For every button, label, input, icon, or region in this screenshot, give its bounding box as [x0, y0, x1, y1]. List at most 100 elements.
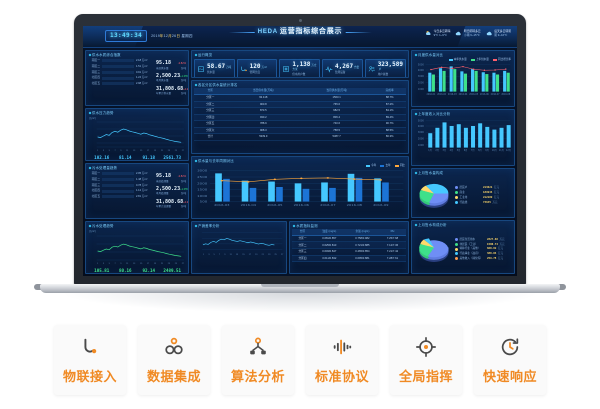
hbar-track: [102, 65, 134, 69]
kpi-card[interactable]: 323,589户 用户总数: [364, 59, 406, 77]
hbar-track: [102, 70, 134, 74]
cell-daily: 908.3: [226, 127, 300, 135]
legend-label: 本年供水量: [453, 58, 467, 62]
table-row[interactable]: 分区四 930.2 806.4 89.4%: [194, 114, 406, 122]
cell-ph: 7.12/7.36: [378, 241, 406, 249]
stat-change: +4.23%: [183, 200, 189, 204]
panel-kpi-overview: 运行概览 58.67万吨 供水量 120万m³ 管网长度: [191, 50, 409, 78]
cell-pct: 88.7%: [385, 96, 394, 100]
clock-display: 13:49:34: [105, 30, 148, 42]
kpi-label: 用户总数: [377, 73, 389, 76]
svg-text:2016-07: 2016-07: [491, 94, 500, 97]
stat-unit: 万吨: [180, 66, 186, 70]
cell-zone: 分区二: [292, 241, 313, 249]
legend-unit: 万元: [497, 252, 504, 256]
feature-card-global-command[interactable]: 全局指挥: [390, 325, 462, 395]
svg-text:2016-08: 2016-08: [347, 204, 362, 207]
cell-ph: 7.28/7.61: [378, 255, 406, 263]
cell-daily: 788.9: [226, 120, 300, 128]
table-row[interactable]: 分区六 908.3 758.5 88.5%: [194, 127, 406, 135]
svg-text:4000: 4000: [418, 125, 424, 128]
legend-item: 行政类 73645 万元: [455, 201, 511, 204]
panel-body: 分区 当日供水量(万吨) 当月供水量(万吨) 完成率 分区一 93.418 1563…: [192, 88, 408, 153]
hbar-track: [102, 172, 134, 176]
stat-value: 2,500.23: [156, 186, 181, 193]
legend-item: 居民生活用水 2827.66 万元: [455, 238, 511, 241]
hbar-item: 北区五 2.81 万m³: [89, 194, 153, 199]
legend-item: 特种行业（其他） 660.82 万元: [455, 247, 511, 251]
svg-text:2016-03: 2016-03: [448, 94, 457, 97]
stat-unit: 万吨: [180, 192, 186, 196]
cell-daily: 873.5: [226, 107, 300, 115]
cell-monthly: 682.5: [299, 107, 374, 115]
hbar-value: 1.12 万m³: [136, 189, 148, 193]
cell-turbidity: 0.625/0.813: [312, 241, 346, 249]
hbar-value: 2.05 万m³: [136, 172, 148, 176]
legend-item: 居民户 213621 万元: [455, 186, 511, 190]
line-chart-sewage: [96, 235, 185, 261]
feature-card-standard-protocol[interactable]: 标准协议: [306, 325, 378, 395]
mini-label: 本月累计处理量: [161, 273, 185, 274]
page-title: HEDA 运营指标综合展示: [258, 28, 343, 37]
panel-yoy-bar: 供水量与去年同期对比 今年 去年 同比: [191, 155, 409, 219]
hbar-track: [102, 189, 134, 193]
legend-value: 1500.74: [487, 242, 498, 246]
table-row[interactable]: 分区一 0.681/0.857 0.758/0.982 7.25/7.68: [292, 235, 406, 243]
kpi-card[interactable]: 1,138万立方米 供水用户数: [279, 59, 321, 77]
svg-text:2016-08: 2016-08: [501, 94, 510, 97]
table-row[interactable]: 分区三 873.5 682.5 84.1%: [194, 107, 406, 115]
cell-chlorine: 0.695/0.881: [345, 255, 379, 263]
stat-label: 当日处理量: [156, 179, 169, 183]
feature-card-data-integration[interactable]: 数据集成: [138, 325, 210, 395]
cell-chlorine: 0.758/0.982: [345, 235, 379, 243]
svg-text:10月: 10月: [492, 148, 497, 152]
kpi-value: 323,589: [377, 61, 403, 69]
table-row[interactable]: 分区二 900.8 765.6 87.2%: [194, 101, 406, 109]
hbar-track: [102, 76, 134, 80]
feature-label: 全局指挥: [398, 368, 453, 384]
hbar-value: 1.24 万m³: [136, 76, 148, 80]
water-tank-icon: [198, 66, 204, 73]
table-row-total[interactable]: 合计 5339.9 5387.7 86.3%: [194, 133, 406, 141]
table-row[interactable]: 分区二 0.625/0.813 0.721/0.885 7.12/7.36: [292, 241, 406, 249]
panel-body: 南区一 2.18 万m³ 南区二 1.51 万m³ 南区三 0.91 万m³ 北区四 1…: [86, 58, 188, 105]
panel-quality-table: 水质指标监测 分区 浊度 (mg/L) 余氯 (mg/L) PH: [289, 220, 409, 274]
kpi-card[interactable]: 4,267台套 监测设备: [322, 59, 363, 77]
stat-change: -3.82%: [177, 62, 186, 66]
feature-card-iot-access[interactable]: 物联接入: [54, 325, 126, 395]
side-stats: 95.18 -3.82% 当日供水量 万吨 2,500.23 +1.05% 本月供水量 万吨…: [156, 60, 188, 98]
legend-item: 今年: [365, 164, 376, 167]
legend-label: 同比增长率: [498, 58, 511, 62]
kpi-label: 监测设备: [335, 71, 346, 75]
kpi-unit: 台套: [354, 66, 360, 70]
table-row[interactable]: 分区五 788.9 740.6 90.7%: [194, 120, 406, 128]
legend-item: 上年供水量: [470, 58, 489, 61]
hbar-track: [102, 195, 134, 199]
table-row[interactable]: 分区一 93.418 1563.1 88.7%: [194, 94, 406, 102]
cell-zone: 分区一: [194, 94, 227, 102]
chart-legend: 本年供水量 上年供水量 同比增长率: [412, 58, 514, 61]
sun-cloud-icon: [426, 31, 431, 35]
feature-card-fast-response[interactable]: 快速响应: [474, 325, 546, 395]
table-row[interactable]: 分区三 0.603/0.847 0.465/0.854 7.21/7.42: [292, 248, 406, 256]
col-header: 当日供水量(万吨): [226, 88, 300, 96]
feature-card-algorithm-analysis[interactable]: 算法分析: [222, 325, 294, 395]
hbar-label: 南区三: [91, 182, 100, 187]
kpi-label: 管网长度: [249, 71, 261, 75]
table-row[interactable]: 分区四 0.611/0.832 0.695/0.881 7.28/7.61: [292, 255, 406, 263]
kpi-card[interactable]: 58.67万吨 供水量: [194, 59, 235, 77]
legend-value: 213621: [483, 186, 493, 190]
cell-pct: 88.5%: [385, 128, 394, 132]
stat-change: -3.82%: [177, 175, 186, 179]
bar-chart-income: 5000 4000 3000 2000 1000: [418, 120, 511, 153]
pie-legend: 居民生活用水 2827.66 万元 非居民（工业） 1500.74 万元 特种行业（其他…: [453, 238, 511, 262]
svg-text:2000: 2000: [418, 82, 424, 85]
hbar-label: 北区四: [91, 75, 100, 80]
panel-body: 居民生活用水 2827.66 万元 非居民（工业） 1500.74 万元 特种行业（其他…: [412, 228, 514, 273]
kpi-card[interactable]: 120万m³ 管网长度: [236, 59, 278, 77]
panel-title: 上月售水量构成: [412, 169, 514, 176]
legend-label: 居民生活用水: [459, 237, 476, 241]
dashboard-grid: 供水水质综合指数 南区一 2.18 万m³ 南区二 1.51 万m³ 南区三 0.91…: [83, 48, 517, 276]
mini-value: 2489.51: [163, 267, 182, 273]
hbar-chart: 南区一 2.05 万m³ 南区二 1.48 万m³ 南区三 0.78 万m³ 北区四 1…: [89, 171, 153, 199]
